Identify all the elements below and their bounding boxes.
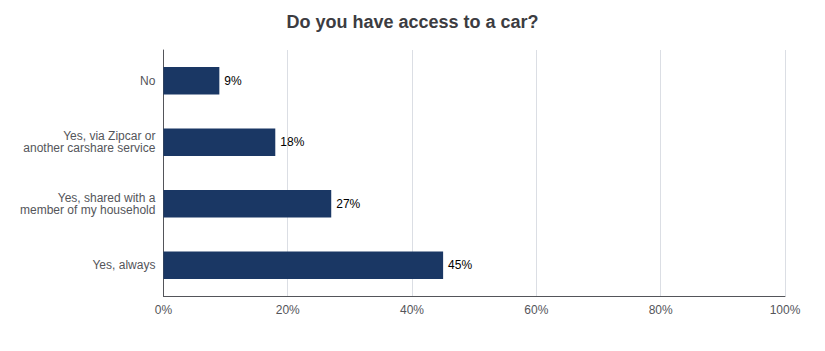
svg-text:100%: 100% [770, 303, 801, 317]
svg-text:0%: 0% [155, 303, 173, 317]
svg-text:18%: 18% [280, 135, 304, 149]
svg-text:60%: 60% [524, 303, 548, 317]
svg-text:Do you have access to a car?: Do you have access to a car? [286, 12, 538, 32]
svg-text:member of my household: member of my household [20, 203, 155, 217]
svg-text:27%: 27% [336, 197, 360, 211]
svg-text:Yes, via Zipcar or: Yes, via Zipcar or [63, 129, 156, 144]
svg-text:45%: 45% [448, 258, 472, 272]
svg-text:No: No [140, 74, 156, 88]
svg-text:another carshare service: another carshare service [23, 141, 155, 155]
svg-text:Yes, always: Yes, always [92, 258, 155, 272]
svg-text:9%: 9% [224, 74, 242, 88]
svg-text:40%: 40% [400, 303, 424, 317]
svg-text:Yes, shared with a: Yes, shared with a [57, 190, 156, 205]
svg-text:80%: 80% [649, 303, 673, 317]
svg-text:20%: 20% [276, 303, 300, 317]
